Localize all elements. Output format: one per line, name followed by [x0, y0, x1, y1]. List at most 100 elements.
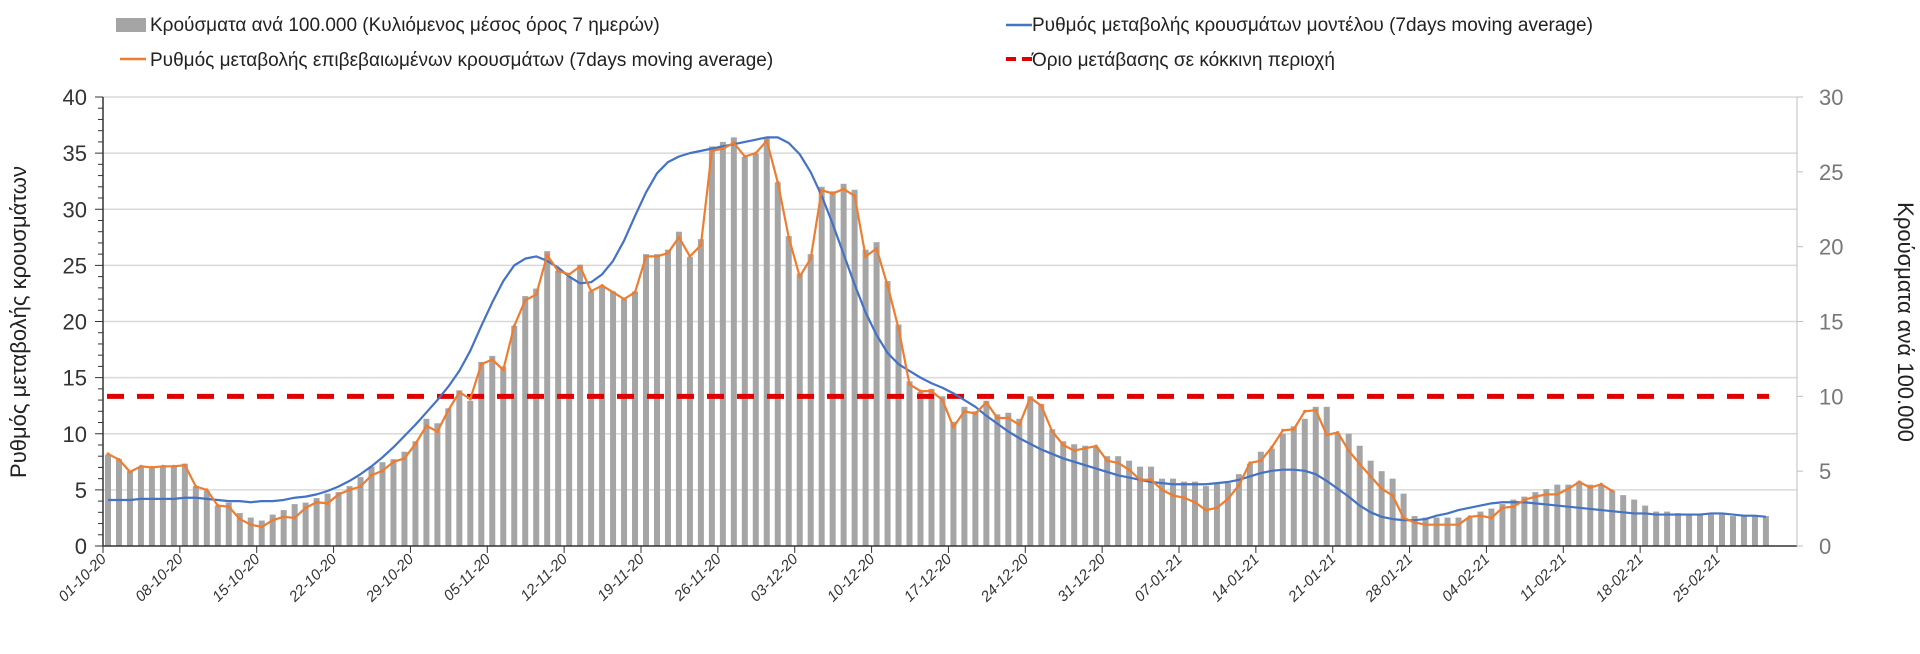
- confirmed-rate-point: [984, 400, 988, 404]
- bar: [445, 408, 452, 546]
- y-left-tick-label: 40: [63, 85, 87, 110]
- confirmed-rate-point: [962, 409, 967, 413]
- confirmed-rate-point: [391, 460, 396, 464]
- bar: [1466, 517, 1473, 546]
- confirmed-rate-point: [1577, 480, 1581, 484]
- legend-label-threshold: Όριο μετάβασης σε κόκκινη περιοχή: [1031, 50, 1335, 71]
- confirmed-rate-point: [1226, 497, 1230, 501]
- bar: [1729, 516, 1736, 546]
- confirmed-rate-point: [699, 243, 703, 247]
- confirmed-rate-point: [479, 362, 483, 366]
- x-tick-label: 26-11-20: [670, 550, 725, 605]
- confirmed-rate-point: [611, 290, 615, 294]
- x-tick-label: 22-10-20: [285, 550, 341, 606]
- bar: [533, 288, 540, 546]
- x-tick-label: 03-12-20: [747, 550, 802, 605]
- confirmed-rate-point: [402, 456, 407, 461]
- y-right-tick-label: 25: [1819, 160, 1843, 185]
- confirmed-rate-point: [710, 149, 714, 153]
- bar: [994, 414, 1001, 546]
- bar: [1565, 484, 1572, 546]
- confirmed-rate-point: [1500, 506, 1505, 510]
- bar: [653, 254, 660, 546]
- confirmed-rate-point: [1039, 404, 1043, 408]
- confirmed-rate-point: [490, 358, 494, 362]
- bar: [1719, 514, 1725, 546]
- confirmed-rate-point: [413, 442, 418, 446]
- bar: [170, 466, 177, 546]
- bar: [807, 254, 814, 546]
- bar: [1170, 478, 1177, 546]
- bar: [763, 137, 770, 546]
- x-tick-label: 11-02-21: [1516, 551, 1570, 605]
- bar: [774, 182, 781, 546]
- bar: [1235, 474, 1242, 546]
- confirmed-rate-point: [545, 253, 549, 257]
- confirmed-rate-point: [853, 194, 857, 198]
- confirmed-rate-point: [842, 187, 846, 191]
- bar: [961, 406, 968, 546]
- y-left-tick-label: 5: [75, 478, 87, 503]
- confirmed-rate-point: [227, 505, 231, 509]
- bar: [555, 270, 562, 546]
- x-tick-label: 28-01-21: [1361, 551, 1416, 606]
- x-tick-label: 05-11-20: [440, 550, 494, 604]
- confirmed-rate-point: [1204, 508, 1208, 512]
- confirmed-rate-point: [1380, 487, 1384, 491]
- confirmed-rate-point: [1017, 423, 1021, 427]
- confirmed-rate-point: [1544, 492, 1548, 496]
- x-tick-label: 04-02-21: [1439, 551, 1493, 605]
- bar: [1071, 444, 1078, 546]
- bar: [785, 236, 792, 546]
- bar: [1268, 448, 1275, 546]
- bar: [1312, 406, 1319, 546]
- confirmed-rate-point: [249, 523, 253, 527]
- y-left-tick-label: 25: [63, 253, 87, 278]
- bar: [1213, 483, 1220, 546]
- bar: [884, 281, 891, 546]
- x-tick-label: 19-11-20: [594, 550, 648, 604]
- confirmed-rate-point: [1522, 498, 1526, 502]
- legend-item-threshold: Όριο μετάβασης σε κόκκινη περιοχή: [1006, 50, 1335, 71]
- x-tick-label: 15-10-20: [209, 550, 264, 605]
- confirmed-rate-point: [128, 470, 132, 474]
- confirmed-rate-point: [1149, 478, 1153, 482]
- bar: [588, 291, 595, 546]
- bar: [192, 486, 199, 546]
- confirmed-rate-point: [743, 154, 747, 159]
- bar: [1697, 514, 1704, 546]
- x-tick-label: 14-01-21: [1208, 551, 1262, 605]
- y-left-tick-label: 35: [63, 141, 87, 166]
- confirmed-rate-point: [589, 289, 593, 293]
- bar: [1422, 517, 1429, 546]
- y-left-tick-label: 20: [63, 310, 87, 335]
- confirmed-rate-point: [1445, 523, 1450, 527]
- confirmed-rate-point: [1511, 505, 1515, 509]
- bar: [500, 366, 507, 546]
- bar: [1532, 492, 1539, 546]
- confirmed-rate-point: [1423, 523, 1428, 527]
- confirmed-rate-point: [1050, 429, 1054, 434]
- confirmed-rate-point: [1391, 493, 1395, 498]
- bar: [1137, 466, 1144, 546]
- confirmed-rate-point: [765, 139, 769, 143]
- bar: [1664, 511, 1671, 546]
- confirmed-rate-point: [1347, 448, 1351, 453]
- confirmed-rate-point: [106, 452, 110, 456]
- bar: [752, 153, 759, 546]
- bar: [643, 254, 649, 546]
- confirmed-rate-point: [183, 463, 187, 467]
- bar: [1751, 516, 1758, 546]
- confirmed-rate-point: [907, 382, 912, 386]
- model-rate-line: [108, 136, 1767, 522]
- confirmed-rate-point: [940, 398, 945, 402]
- x-tick-label: 18-02-21: [1592, 551, 1646, 605]
- confirmed-rate-point: [205, 488, 209, 492]
- bar: [840, 183, 847, 546]
- bar: [1762, 516, 1769, 546]
- confirmed-rate-point: [1314, 408, 1318, 412]
- confirmed-rate-point: [831, 191, 835, 196]
- confirmed-rate-point: [666, 251, 670, 255]
- bar: [346, 486, 353, 546]
- bar: [1455, 517, 1462, 546]
